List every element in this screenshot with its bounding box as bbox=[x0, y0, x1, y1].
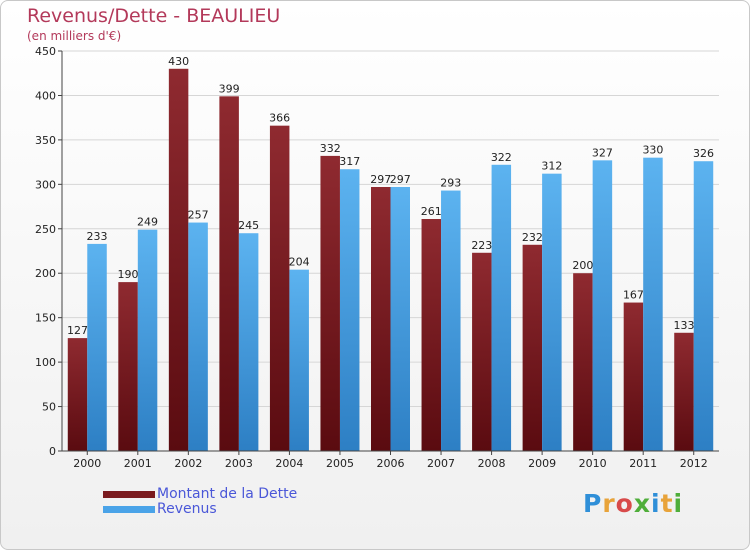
legend-label-revenus: Revenus bbox=[157, 501, 217, 517]
data-label-revenus: 330 bbox=[642, 144, 663, 157]
bar-revenus bbox=[643, 157, 663, 451]
x-tick-label: 2012 bbox=[680, 457, 708, 470]
bar-debt bbox=[522, 244, 543, 451]
bar-revenus bbox=[339, 169, 360, 451]
y-tick-label: 400 bbox=[35, 89, 56, 102]
data-label-revenus: 257 bbox=[188, 209, 209, 222]
bar-debt bbox=[472, 252, 492, 451]
data-label-revenus: 204 bbox=[289, 256, 310, 269]
data-label-debt: 190 bbox=[118, 268, 139, 281]
data-label-debt: 430 bbox=[168, 55, 189, 68]
logo-letter: i bbox=[651, 489, 661, 518]
y-tick-label: 100 bbox=[35, 356, 56, 369]
x-tick-label: 2003 bbox=[225, 457, 253, 470]
y-tick-label: 450 bbox=[35, 45, 56, 58]
bar-revenus bbox=[441, 190, 461, 452]
logo-letter: i bbox=[673, 489, 684, 518]
y-tick-label: 200 bbox=[35, 267, 56, 280]
data-label-debt: 167 bbox=[623, 289, 644, 302]
bar-debt bbox=[168, 68, 189, 452]
bar-debt bbox=[118, 282, 138, 451]
data-label-debt: 127 bbox=[67, 324, 88, 337]
y-tick-label: 350 bbox=[35, 134, 56, 147]
y-tick-label: 0 bbox=[49, 445, 56, 458]
data-label-revenus: 297 bbox=[390, 173, 411, 186]
bar-debt bbox=[421, 219, 442, 451]
data-label-debt: 261 bbox=[421, 205, 442, 218]
logo-letter: t bbox=[660, 489, 674, 518]
logo-letter: o bbox=[615, 489, 634, 518]
bar-debt bbox=[573, 273, 593, 451]
bar-revenus bbox=[289, 269, 309, 451]
bar-revenus bbox=[238, 233, 259, 451]
chart-subtitle: (en milliers d'€) bbox=[27, 29, 122, 43]
bar-revenus bbox=[87, 243, 107, 451]
data-label-debt: 223 bbox=[471, 239, 492, 252]
legend-swatch-debt bbox=[103, 491, 155, 498]
y-tick-label: 300 bbox=[35, 178, 56, 191]
data-label-debt: 399 bbox=[219, 82, 240, 95]
data-label-revenus: 322 bbox=[491, 151, 512, 164]
bar-debt bbox=[269, 125, 290, 452]
data-label-debt: 297 bbox=[370, 173, 391, 186]
data-label-debt: 133 bbox=[673, 319, 694, 332]
x-tick-label: 2008 bbox=[478, 457, 506, 470]
y-tick-label: 150 bbox=[35, 312, 56, 325]
data-label-revenus: 326 bbox=[693, 147, 714, 160]
y-axis-ticks: 0 50 100 150 200 250 300 350 400 450 bbox=[35, 45, 62, 458]
logo-letter: x bbox=[633, 489, 651, 518]
x-tick-label: 2000 bbox=[73, 457, 101, 470]
logo-letter: r bbox=[602, 489, 616, 518]
bar-revenus bbox=[491, 164, 512, 451]
x-tick-label: 2001 bbox=[124, 457, 152, 470]
bar-debt bbox=[320, 155, 340, 451]
data-label-revenus: 293 bbox=[440, 177, 461, 190]
y-tick-label: 250 bbox=[35, 223, 56, 236]
data-label-revenus: 249 bbox=[137, 216, 158, 229]
data-label-debt: 232 bbox=[522, 231, 543, 244]
bar-revenus bbox=[592, 160, 613, 452]
data-label-debt: 332 bbox=[320, 142, 341, 155]
proxiti-logo: Proxiti bbox=[583, 489, 683, 518]
chart-title: Revenus/Dette - BEAULIEU bbox=[27, 5, 281, 27]
bar-revenus bbox=[390, 187, 410, 451]
legend-label-debt: Montant de la Dette bbox=[157, 486, 298, 502]
bars: 1272331902494302573992453662043323172972… bbox=[67, 55, 714, 452]
x-tick-label: 2011 bbox=[629, 457, 657, 470]
x-axis-ticks: 2000 2001 2002 2003 2004 2005 2006 2007 2008 2009… bbox=[73, 451, 708, 470]
data-label-revenus: 233 bbox=[87, 230, 108, 243]
data-label-revenus: 245 bbox=[238, 219, 259, 232]
bar-revenus bbox=[542, 173, 562, 451]
legend-swatch-revenus bbox=[103, 506, 155, 513]
bar-debt bbox=[674, 332, 694, 451]
x-tick-label: 2009 bbox=[528, 457, 556, 470]
logo-letter: P bbox=[583, 489, 603, 518]
data-label-revenus: 327 bbox=[592, 146, 613, 159]
x-tick-label: 2004 bbox=[275, 457, 303, 470]
data-label-debt: 200 bbox=[572, 259, 593, 272]
data-label-revenus: 317 bbox=[339, 155, 360, 168]
bar-revenus bbox=[188, 222, 208, 451]
bar-debt bbox=[219, 96, 239, 451]
data-label-revenus: 312 bbox=[541, 160, 562, 173]
bar-debt bbox=[67, 338, 88, 451]
bar-debt bbox=[371, 187, 391, 451]
data-label-debt: 366 bbox=[269, 112, 290, 125]
bar-debt bbox=[623, 302, 644, 451]
x-tick-label: 2007 bbox=[427, 457, 455, 470]
x-tick-label: 2006 bbox=[377, 457, 405, 470]
x-tick-label: 2010 bbox=[579, 457, 607, 470]
x-tick-label: 2002 bbox=[174, 457, 202, 470]
bar-revenus bbox=[693, 161, 714, 451]
x-tick-label: 2005 bbox=[326, 457, 354, 470]
bar-revenus bbox=[137, 229, 158, 451]
y-tick-label: 50 bbox=[42, 401, 56, 414]
